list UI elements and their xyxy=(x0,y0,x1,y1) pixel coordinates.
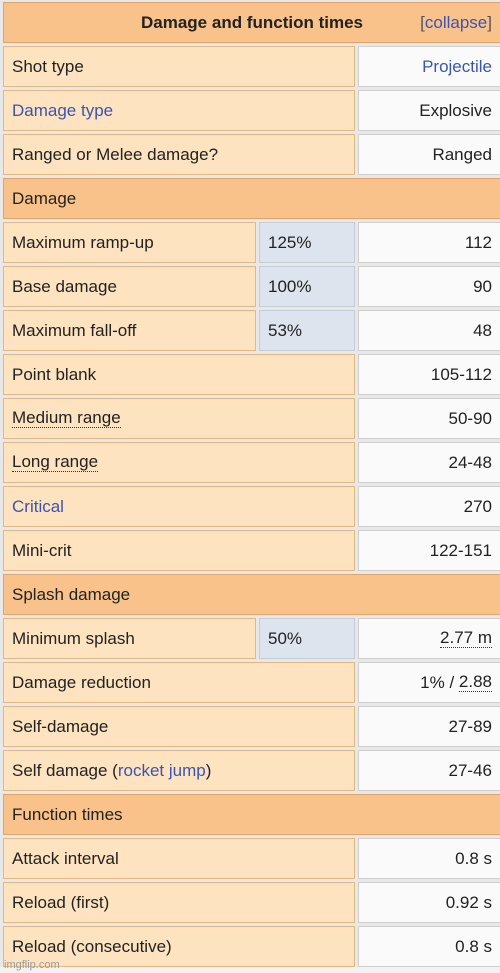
critical-label-link[interactable]: Critical xyxy=(3,486,355,527)
damage-reduction-label: Damage reduction xyxy=(3,662,355,703)
damage-reduction-distance[interactable]: 2.88 xyxy=(458,671,492,693)
table-header: Damage and function times [collapse] xyxy=(3,2,500,43)
base-damage-value: 90 xyxy=(358,266,500,307)
max-falloff-label: Maximum fall-off xyxy=(3,310,256,351)
min-splash-value-cell: 2.77 m xyxy=(358,618,500,659)
base-damage-label: Base damage xyxy=(3,266,256,307)
base-damage-percent: 100% xyxy=(259,266,355,307)
ranged-melee-label: Ranged or Melee damage? xyxy=(3,134,355,175)
reload-first-label: Reload (first) xyxy=(3,882,355,923)
section-damage: Damage xyxy=(3,178,500,219)
point-blank-value: 105-112 xyxy=(358,354,500,395)
shot-type-label: Shot type xyxy=(3,46,355,87)
reload-first-value: 0.92 s xyxy=(358,882,500,923)
table-title: Damage and function times xyxy=(141,12,363,32)
damage-reduction-value-cell: 1% / 2.88 xyxy=(358,662,500,703)
long-range-label[interactable]: Long range xyxy=(12,451,99,473)
section-function-times: Function times xyxy=(3,794,500,835)
collapse-link[interactable]: collapse xyxy=(424,12,488,32)
max-falloff-value: 48 xyxy=(358,310,500,351)
medium-range-label-cell: Medium range xyxy=(3,398,355,439)
self-damage-rj-suffix: ) xyxy=(205,760,212,780)
min-splash-percent: 50% xyxy=(259,618,355,659)
max-rampup-label: Maximum ramp-up xyxy=(3,222,256,263)
max-rampup-value: 112 xyxy=(358,222,500,263)
medium-range-value: 50-90 xyxy=(358,398,500,439)
shot-type-value-link[interactable]: Projectile xyxy=(358,46,500,87)
long-range-label-cell: Long range xyxy=(3,442,355,483)
collapse-toggle: [collapse] xyxy=(420,13,492,33)
damage-reduction-prefix: 1% / xyxy=(420,672,459,692)
medium-range-label[interactable]: Medium range xyxy=(12,407,121,429)
critical-value: 270 xyxy=(358,486,500,527)
reload-consecutive-value: 0.8 s xyxy=(358,926,500,967)
section-splash-damage: Splash damage xyxy=(3,574,500,615)
bracket-close: ] xyxy=(487,12,492,32)
self-damage-rocket-jump-label: Self damage (rocket jump) xyxy=(3,750,355,791)
min-splash-value[interactable]: 2.77 m xyxy=(440,627,492,649)
point-blank-label: Point blank xyxy=(3,354,355,395)
min-splash-label: Minimum splash xyxy=(3,618,256,659)
reload-consecutive-label: Reload (consecutive) xyxy=(3,926,355,967)
attack-interval-value: 0.8 s xyxy=(358,838,500,879)
self-damage-label: Self-damage xyxy=(3,706,355,747)
ranged-melee-value: Ranged xyxy=(358,134,500,175)
damage-type-value: Explosive xyxy=(358,90,500,131)
max-rampup-percent: 125% xyxy=(259,222,355,263)
max-falloff-percent: 53% xyxy=(259,310,355,351)
damage-type-label-link[interactable]: Damage type xyxy=(3,90,355,131)
mini-crit-value: 122-151 xyxy=(358,530,500,571)
self-damage-rj-prefix: Self damage ( xyxy=(12,760,118,780)
mini-crit-label: Mini-crit xyxy=(3,530,355,571)
attack-interval-label: Attack interval xyxy=(3,838,355,879)
long-range-value: 24-48 xyxy=(358,442,500,483)
rocket-jump-link[interactable]: rocket jump xyxy=(117,760,206,780)
watermark: imgflip.com xyxy=(4,959,60,971)
self-damage-value: 27-89 xyxy=(358,706,500,747)
bracket-open: [ xyxy=(420,12,425,32)
self-damage-rocket-jump-value: 27-46 xyxy=(358,750,500,791)
